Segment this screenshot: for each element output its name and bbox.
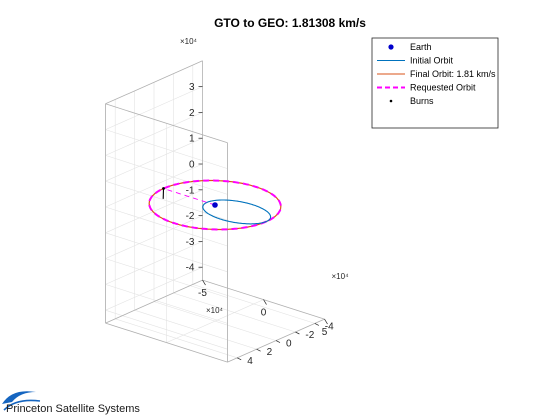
z-tick-label: 0: [189, 160, 195, 171]
y-tick-label: 4: [247, 356, 253, 367]
grid-line: [192, 284, 315, 324]
z-axis-multiplier: ×10⁴: [180, 37, 198, 46]
axis-edge: [105, 103, 228, 144]
y-tick-label: 2: [267, 347, 273, 358]
grid-line: [153, 301, 277, 341]
plot-series: [148, 179, 282, 231]
apse-line: [163, 188, 216, 206]
company-name: Princeton Satellite Systems: [6, 403, 140, 415]
y-axis-multiplier: ×10⁴: [332, 272, 350, 281]
y-tick-mark: [237, 357, 242, 361]
legend: Earth Initial Orbit Final Orbit: 1.81 km/s…: [371, 37, 499, 129]
z-tick-label: 3: [189, 82, 195, 93]
x-tick-label: 5: [322, 327, 328, 338]
y-tick-label: -4: [325, 321, 334, 332]
legend-label: Initial Orbit: [410, 56, 454, 66]
axis-edge: [105, 322, 228, 363]
x-axis-multiplier: ×10⁴: [206, 306, 224, 315]
legend-label: Requested Orbit: [410, 83, 476, 93]
x-tick-mark: [263, 299, 267, 305]
z-tick-label: -2: [186, 211, 195, 222]
legend-swatch: [388, 44, 394, 50]
legend-label: Burns: [410, 96, 434, 106]
y-tick-label: 0: [286, 339, 292, 350]
x-tick-label: -5: [198, 288, 207, 299]
y-tick-mark: [314, 323, 319, 326]
grid-line: [173, 292, 296, 333]
y-tick-label: -2: [305, 330, 314, 341]
requested-orbit-line: [148, 179, 282, 231]
princeton-logo: Princeton Satellite Systems: [2, 391, 140, 415]
z-tick-label: -4: [186, 263, 195, 274]
z-tick-label: 2: [189, 108, 195, 119]
y-tick-mark: [256, 348, 261, 352]
legend-swatch: [389, 99, 393, 103]
initial-orbit-line: [202, 199, 272, 225]
legend-label: Final Orbit: 1.81 km/s: [410, 69, 496, 79]
z-tick-label: -3: [186, 237, 195, 248]
legend-box: [371, 37, 499, 129]
legend-label: Earth: [410, 42, 432, 52]
swoosh-icon: [2, 391, 36, 404]
x-tick-label: 0: [261, 308, 267, 319]
x-tick-mark: [324, 318, 328, 325]
grid-line: [115, 318, 238, 359]
axis-edge: [105, 279, 203, 324]
burn-marker: [162, 187, 165, 190]
grid-line: [134, 309, 257, 350]
y-tick-mark: [275, 340, 281, 343]
z-tick-label: -1: [186, 185, 195, 196]
axis-edge: [105, 60, 203, 105]
chart-title: GTO to GEO: 1.81308 km/s: [214, 16, 366, 30]
earth-marker: [212, 202, 218, 208]
x-tick-mark: [202, 279, 206, 286]
y-tick-mark: [295, 331, 300, 335]
z-tick-label: 1: [189, 134, 195, 145]
